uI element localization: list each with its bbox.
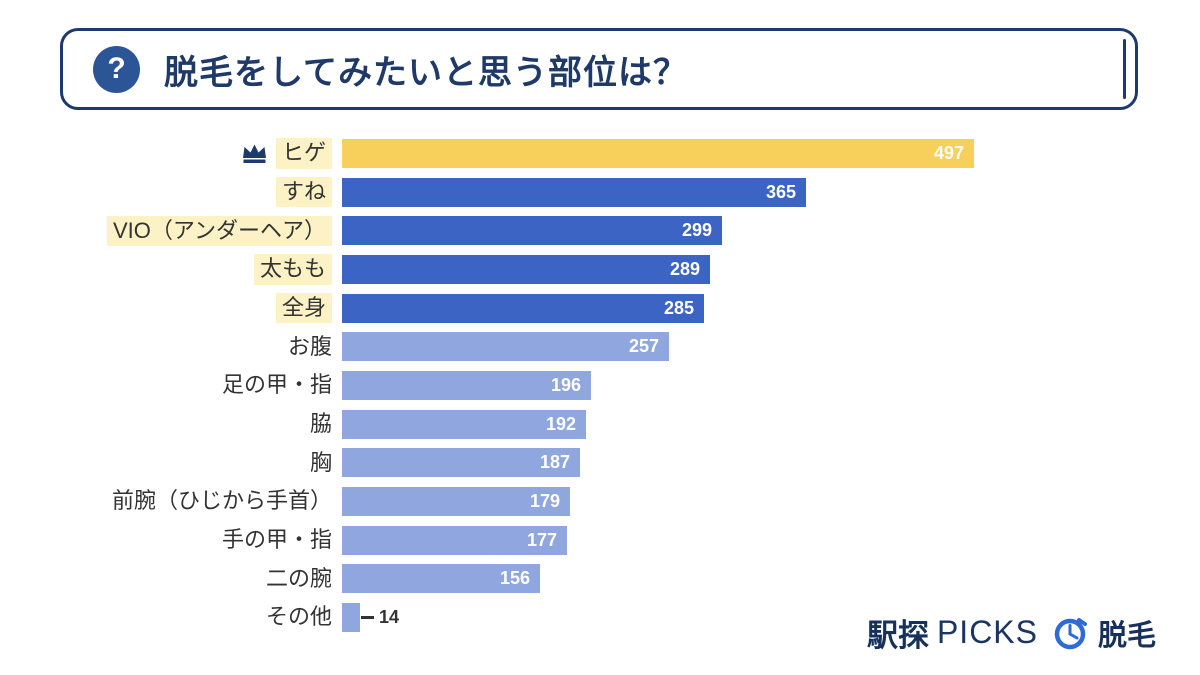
category-label-cell: 太もも xyxy=(60,254,342,285)
bar: 177 xyxy=(342,525,567,555)
bar-value: 192 xyxy=(545,413,576,434)
brand-datsumou-text: 脱毛 xyxy=(1097,619,1156,652)
brand-ekitan-text: 駅探 xyxy=(866,618,929,653)
bar-value: 257 xyxy=(628,336,659,357)
chart-row: 脇 192 xyxy=(60,405,1150,444)
brand-logo: 駅探 PICKS 脱毛 xyxy=(867,610,1156,655)
bar: 196 xyxy=(342,370,591,400)
bar: 299 xyxy=(342,216,722,246)
bar-value: 289 xyxy=(669,258,700,279)
category-label-cell: すね xyxy=(60,176,342,208)
bar-value: 14 xyxy=(379,607,400,628)
category-label: 胸 xyxy=(309,449,332,475)
question-mark: ? xyxy=(107,52,126,85)
bar: 187 xyxy=(342,448,580,478)
bar: 192 xyxy=(342,409,586,439)
chart-row: ヒゲ 497 xyxy=(60,134,1150,173)
bar-chart: ヒゲ 497 すね 365 VIO（アンダーヘア） 299 太もも 289 全身 285 お腹 257… xyxy=(60,134,1150,637)
bar-cell: 365 xyxy=(342,177,1150,207)
bar-cell: 299 xyxy=(342,216,1150,246)
category-label: お腹 xyxy=(287,333,332,359)
leader-line xyxy=(361,616,374,620)
chart-row: 太もも 289 xyxy=(60,250,1150,289)
category-label: 太もも xyxy=(253,254,332,285)
category-label-cell: 全身 xyxy=(60,292,342,324)
category-label: VIO（アンダーヘア） xyxy=(106,215,332,246)
category-label-cell: 足の甲・指 xyxy=(60,372,342,398)
category-label-cell: 前腕（ひじから手首） xyxy=(60,488,342,514)
category-label-cell: 手の甲・指 xyxy=(60,527,342,553)
category-label-cell: 二の腕 xyxy=(60,566,342,592)
bar-cell: 289 xyxy=(342,254,1150,284)
bar-cell: 14 xyxy=(342,603,1150,633)
bar-value: 365 xyxy=(765,181,796,202)
bar-cell: 497 xyxy=(342,138,1150,168)
bar-value: 497 xyxy=(933,142,964,163)
bar-cell: 156 xyxy=(342,564,1150,594)
bar-value: 179 xyxy=(529,491,560,512)
category-label-cell: ヒゲ xyxy=(60,138,342,169)
chart-row: 二の腕 156 xyxy=(60,560,1150,599)
bar: 365 xyxy=(342,177,806,207)
chart-row: 全身 285 xyxy=(60,289,1150,328)
question-header: ? 脱毛をしてみたいと思う部位は？ xyxy=(60,28,1138,110)
category-label-cell: 胸 xyxy=(60,450,342,476)
page-title: 脱毛をしてみたいと思う部位は？ xyxy=(164,53,688,92)
chart-row: その他 14 xyxy=(60,598,1150,637)
bar-value: 177 xyxy=(526,529,557,550)
category-label: その他 xyxy=(265,604,332,630)
category-label: 全身 xyxy=(275,292,332,324)
bar-cell: 196 xyxy=(342,370,1150,400)
category-label-cell: 脇 xyxy=(60,411,342,437)
category-label: すね xyxy=(275,176,332,208)
bar: 179 xyxy=(342,487,570,517)
category-label: 二の腕 xyxy=(265,565,332,591)
bar-value: 196 xyxy=(550,374,581,395)
chart-row: 胸 187 xyxy=(60,444,1150,483)
bar-cell: 285 xyxy=(342,293,1150,323)
chart-row: すね 365 xyxy=(60,173,1150,212)
crown-icon xyxy=(241,142,268,164)
chart-row: 手の甲・指 177 xyxy=(60,521,1150,560)
bar-value: 299 xyxy=(681,220,712,241)
bar xyxy=(342,603,360,633)
bar: 289 xyxy=(342,254,710,284)
chart-row: お腹 257 xyxy=(60,327,1150,366)
bar-value: 156 xyxy=(499,568,530,589)
bar: 497 xyxy=(342,138,974,168)
bar: 285 xyxy=(342,293,704,323)
bar-value: 187 xyxy=(539,452,570,473)
category-label: 前腕（ひじから手首） xyxy=(111,488,332,514)
brand-clock-icon xyxy=(1050,613,1090,653)
question-icon: ? xyxy=(93,45,140,93)
chart-row: 前腕（ひじから手首） 179 xyxy=(60,482,1150,521)
category-label: 足の甲・指 xyxy=(221,372,332,398)
bar-cell: 192 xyxy=(342,409,1150,439)
bar-cell: 179 xyxy=(342,487,1150,517)
category-label-cell: お腹 xyxy=(60,334,342,360)
bar-cell: 187 xyxy=(342,448,1150,478)
bar: 257 xyxy=(342,332,669,362)
bar-cell: 257 xyxy=(342,332,1150,362)
bar-cell: 177 xyxy=(342,525,1150,555)
category-label: 手の甲・指 xyxy=(221,527,332,553)
chart-row: VIO（アンダーヘア） 299 xyxy=(60,211,1150,250)
brand-picks-text: PICKS xyxy=(936,614,1038,650)
chart-row: 足の甲・指 196 xyxy=(60,366,1150,405)
bar: 156 xyxy=(342,564,540,594)
category-label-cell: VIO（アンダーヘア） xyxy=(60,215,342,246)
category-label-cell: その他 xyxy=(60,604,342,630)
category-label: 脇 xyxy=(309,410,332,436)
category-label: ヒゲ xyxy=(275,138,332,169)
bar-value: 285 xyxy=(663,297,694,318)
